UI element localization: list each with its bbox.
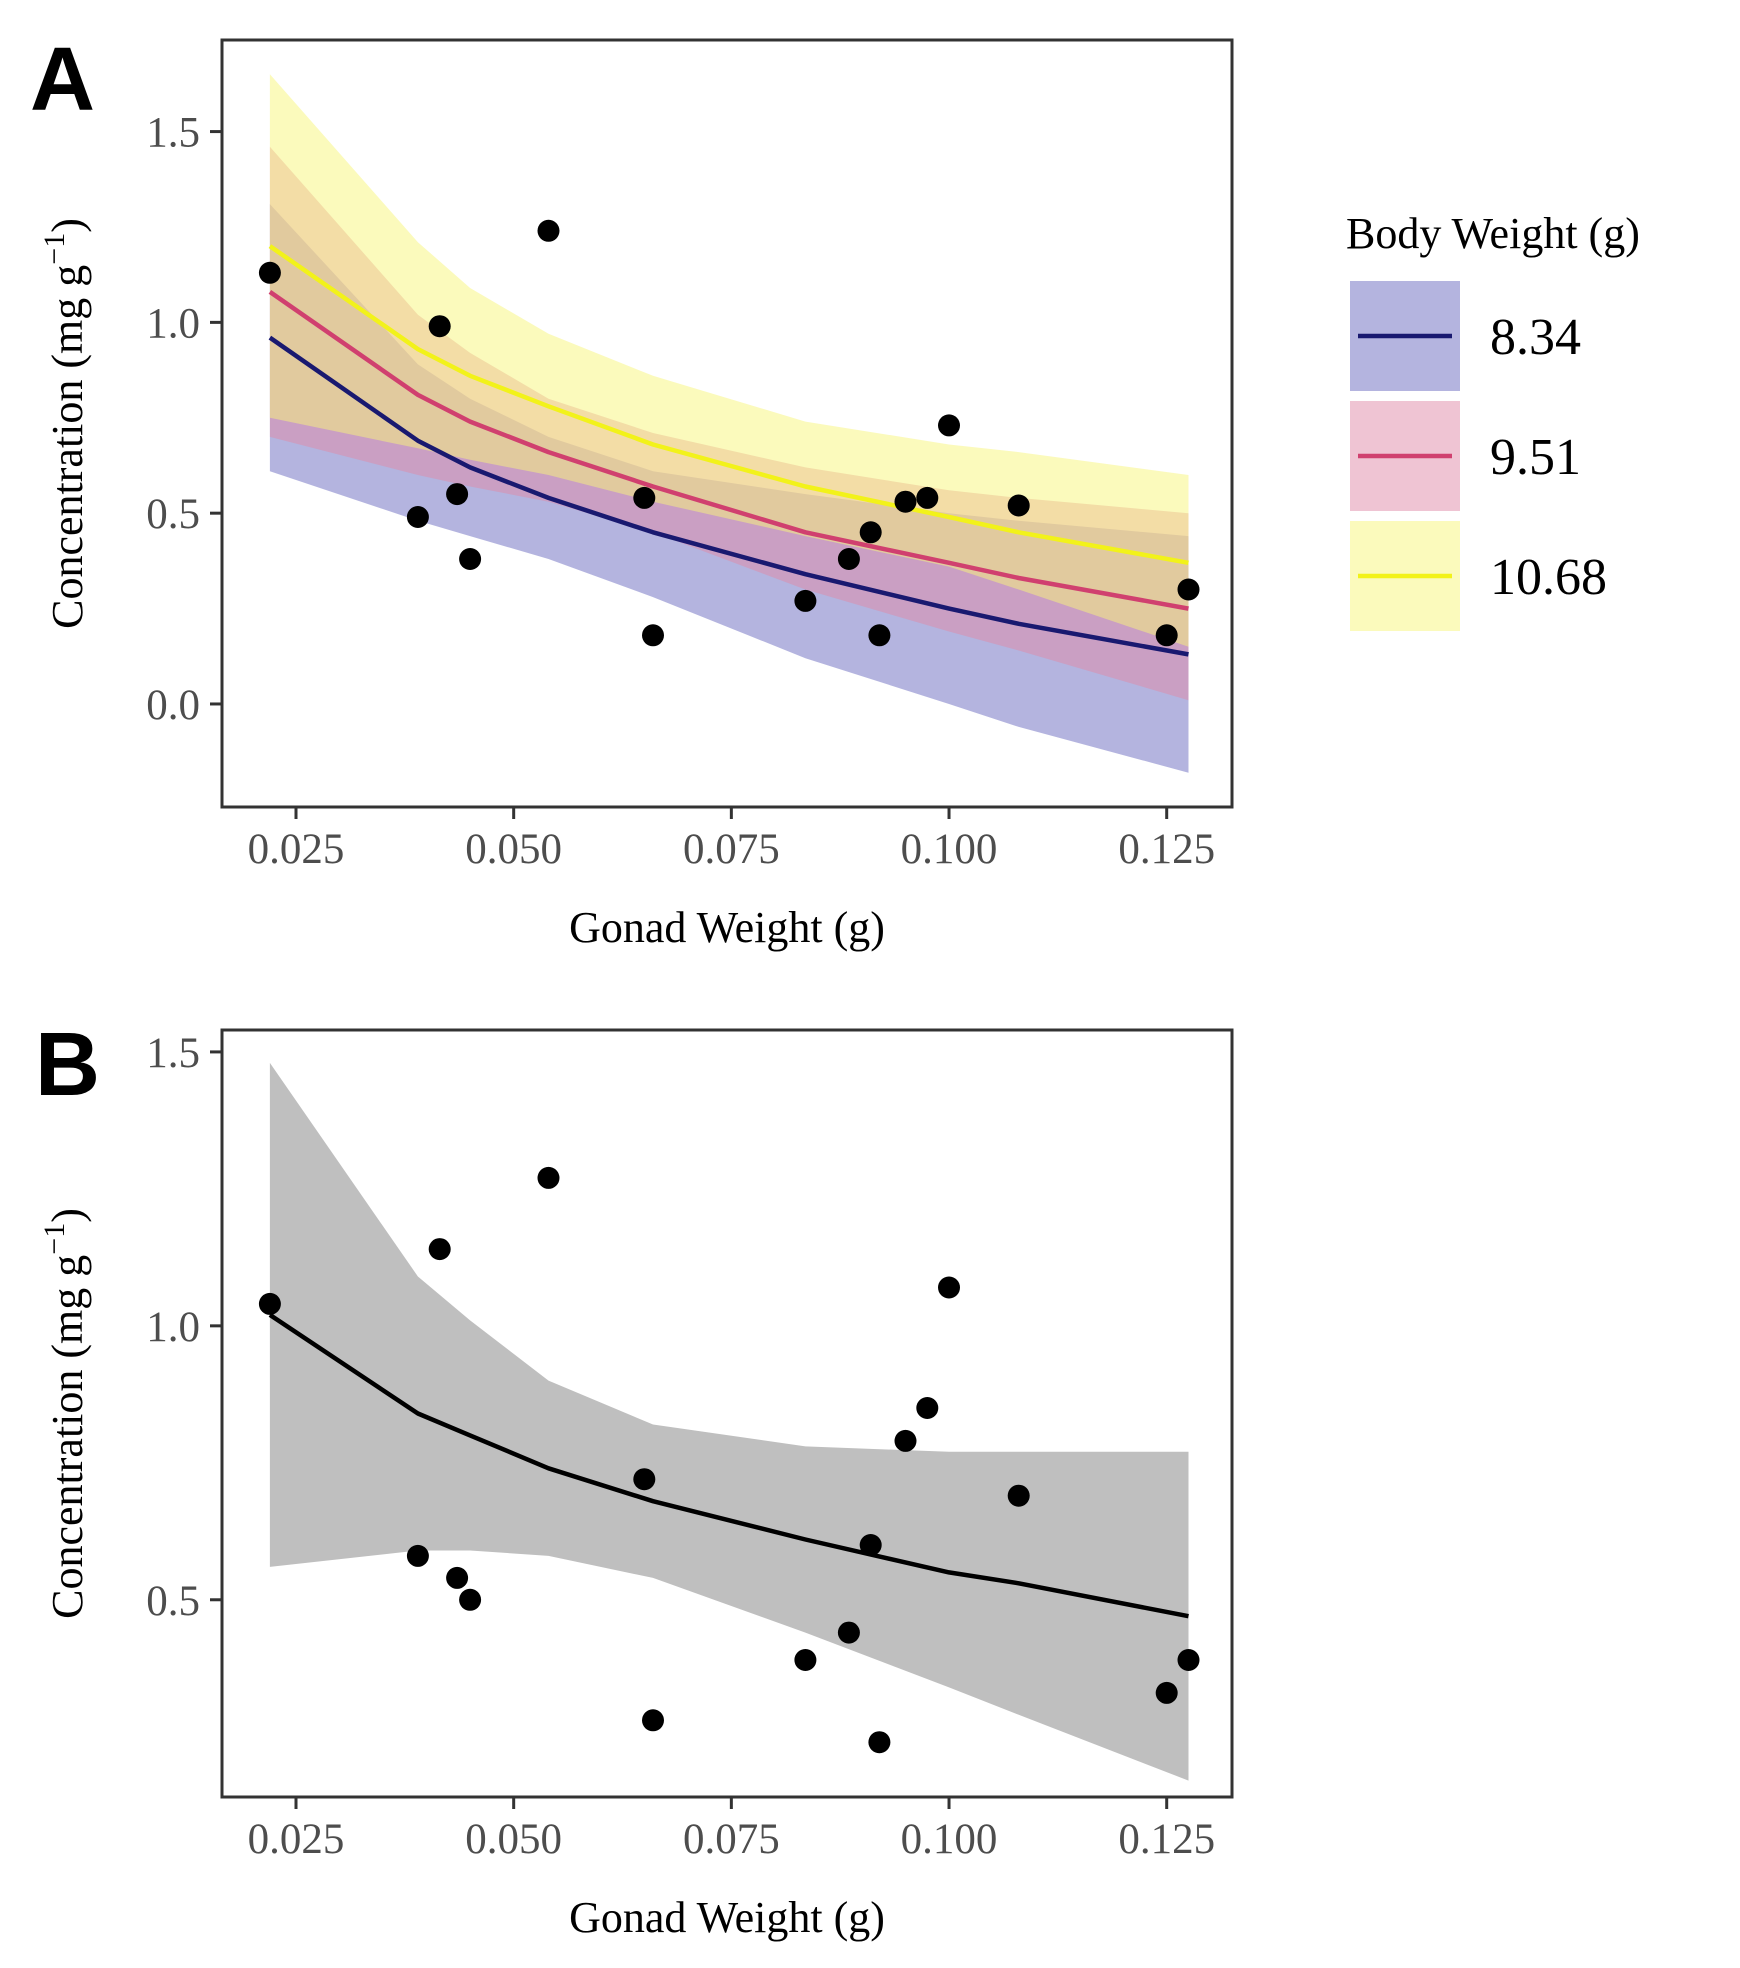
data-point <box>868 1731 891 1754</box>
data-point <box>258 1292 281 1315</box>
data-point <box>868 624 891 647</box>
legend-label-9.51: 9.51 <box>1490 429 1581 486</box>
y-tick-label: 1.5 <box>146 1030 200 1077</box>
y-tick-label: 0.5 <box>146 491 200 538</box>
x-tick-label: 0.075 <box>683 1816 780 1863</box>
legend-label-10.68: 10.68 <box>1490 549 1607 606</box>
data-point <box>1177 578 1200 601</box>
confidence-ribbon-10.68 <box>269 74 1189 647</box>
x-axis-title: Gonad Weight (g) <box>569 903 885 952</box>
legend-title: Body Weight (g) <box>1346 209 1640 258</box>
data-point <box>837 548 860 570</box>
plot-border <box>220 38 1234 809</box>
x-tick-label: 0.125 <box>1118 1816 1215 1863</box>
data-point <box>406 1544 429 1567</box>
data-point <box>794 1649 817 1671</box>
x-tick-label: 0.100 <box>901 826 998 873</box>
data-point <box>428 315 451 338</box>
data-point <box>258 261 281 284</box>
data-point <box>446 1566 469 1589</box>
panel-b: 0.025 0.050 0.075 0.100 0.125 0.5 1.0 1.5 Gonad … <box>35 1015 1234 1942</box>
data-point <box>537 1166 560 1189</box>
data-point <box>1155 624 1178 647</box>
data-point <box>459 548 482 570</box>
data-point <box>633 1468 656 1491</box>
data-point <box>894 490 917 513</box>
data-point <box>537 219 560 242</box>
y-axis-title: Concentration (mg g−1) <box>38 218 92 629</box>
data-point <box>1007 1484 1030 1507</box>
x-tick-label: 0.025 <box>248 1816 345 1863</box>
fit-line-10.68 <box>268 244 1189 566</box>
y-tick-label: 0.5 <box>146 1578 200 1625</box>
x-tick-label: 0.050 <box>465 826 562 873</box>
x-tick-label: 0.050 <box>465 1816 562 1863</box>
panel-a: 0.025 0.050 0.075 0.100 0.125 0.0 0.5 1.0 1.5 Gon… <box>30 30 1234 952</box>
y-tick-label: 0.0 <box>146 682 200 729</box>
legend-label-8.34: 8.34 <box>1490 309 1581 366</box>
y-axis-title: Concentration (mg g−1) <box>38 1208 92 1619</box>
data-point <box>406 506 429 528</box>
x-tick-label: 0.075 <box>683 826 780 873</box>
y-tick-label: 1.5 <box>146 110 200 157</box>
x-tick-label: 0.025 <box>248 826 345 873</box>
fit-line-8.34 <box>268 335 1189 657</box>
plot-border <box>220 1028 1234 1799</box>
data-point <box>916 1397 939 1419</box>
x-tick-label: 0.100 <box>901 1816 998 1863</box>
data-point <box>938 1276 960 1299</box>
data-point <box>428 1238 451 1261</box>
data-point <box>1177 1649 1200 1671</box>
data-point <box>894 1429 917 1452</box>
data-point <box>794 589 817 612</box>
data-point <box>1155 1681 1178 1704</box>
data-point <box>642 624 664 647</box>
data-point <box>459 1588 482 1611</box>
y-tick-label: 1.0 <box>146 1304 200 1351</box>
y-tick-label: 1.0 <box>146 300 200 347</box>
data-point <box>642 1709 664 1732</box>
fit-line-fit <box>268 1313 1189 1619</box>
panel-letter: B <box>35 1015 100 1115</box>
data-point <box>859 521 882 544</box>
panel-letter: A <box>30 30 95 130</box>
data-point <box>633 486 656 509</box>
data-point <box>938 414 960 437</box>
x-tick-label: 0.125 <box>1118 826 1215 873</box>
confidence-ribbon-fit <box>269 1062 1189 1781</box>
legend: Body Weight (g) 8.34 9.51 10.68 <box>1346 209 1640 631</box>
data-point <box>837 1621 860 1644</box>
data-point <box>1007 494 1030 517</box>
fit-line-9.51 <box>268 290 1189 611</box>
data-point <box>916 486 939 509</box>
data-point <box>859 1534 882 1556</box>
x-axis-title: Gonad Weight (g) <box>569 1893 885 1942</box>
data-point <box>446 483 469 506</box>
